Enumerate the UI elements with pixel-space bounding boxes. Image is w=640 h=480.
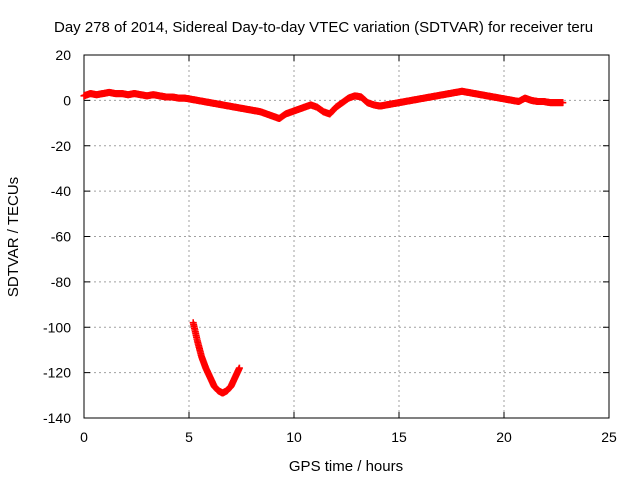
chart-title: Day 278 of 2014, Sidereal Day-to-day VTE… bbox=[54, 19, 593, 36]
series-1 bbox=[80, 87, 567, 123]
data-points bbox=[80, 87, 567, 397]
x-tick-label: 15 bbox=[391, 429, 407, 445]
data-point bbox=[559, 99, 567, 107]
x-tick-label: 10 bbox=[286, 429, 302, 445]
y-tick-label: 20 bbox=[55, 47, 71, 63]
y-tick-label: -40 bbox=[51, 183, 71, 199]
x-tick-label: 0 bbox=[80, 429, 88, 445]
y-axis-label: SDTVAR / TECUs bbox=[5, 177, 22, 297]
y-tick-label: -120 bbox=[43, 365, 71, 381]
y-tick-label: -100 bbox=[43, 319, 71, 335]
x-tick-label: 25 bbox=[601, 429, 617, 445]
x-tick-label: 5 bbox=[185, 429, 193, 445]
axis-ticks: 0 5 10 15 20 25 20 0 -20 -40 -60 -80 -100 -120 -140 bbox=[43, 47, 617, 445]
y-tick-label: 0 bbox=[63, 92, 71, 108]
series-2 bbox=[189, 319, 243, 397]
y-tick-label: -140 bbox=[43, 410, 71, 426]
x-axis-label: GPS time / hours bbox=[289, 458, 403, 475]
y-tick-label: -60 bbox=[51, 229, 71, 245]
grid bbox=[84, 55, 609, 418]
data-point bbox=[235, 364, 243, 372]
y-tick-label: -20 bbox=[51, 138, 71, 154]
y-tick-label: -80 bbox=[51, 274, 71, 290]
x-tick-label: 20 bbox=[496, 429, 512, 445]
